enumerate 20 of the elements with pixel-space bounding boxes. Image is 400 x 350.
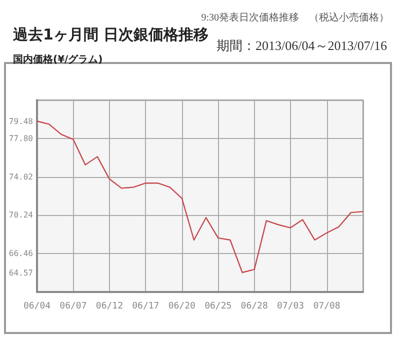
x-tick-label: 06/17	[132, 302, 160, 312]
x-tick-label: 06/04	[23, 302, 51, 312]
y-tick-label: 77.80	[8, 134, 34, 143]
x-tick-label: 06/25	[204, 302, 232, 312]
y-tick-label: 70.24	[8, 210, 34, 220]
chart-subtitle: 9:30発表日次価格推移 （税込小売価格）	[201, 12, 390, 24]
x-tick-label: 06/12	[96, 302, 123, 312]
x-tick-label: 07/08	[313, 302, 340, 312]
x-tick-label: 07/03	[277, 302, 304, 312]
text: 期間：2013/06/04～2013/07/16	[216, 38, 388, 53]
y-tick-label: 64.57	[8, 268, 34, 278]
x-tick-label: 06/07	[60, 302, 87, 312]
y-axis-title: 国内価格(¥/グラム)	[13, 54, 103, 66]
y-tick-label: 66.46	[8, 249, 34, 258]
y-tick-label: 74.02	[8, 172, 34, 182]
line-series	[36, 120, 364, 274]
x-tick-label: 06/20	[168, 302, 196, 312]
x-tick-label: 06/28	[240, 302, 268, 312]
y-tick-label: 79.48	[8, 116, 34, 126]
chart-title: 過去1ヶ月間 日次銀価格推移	[12, 26, 209, 44]
